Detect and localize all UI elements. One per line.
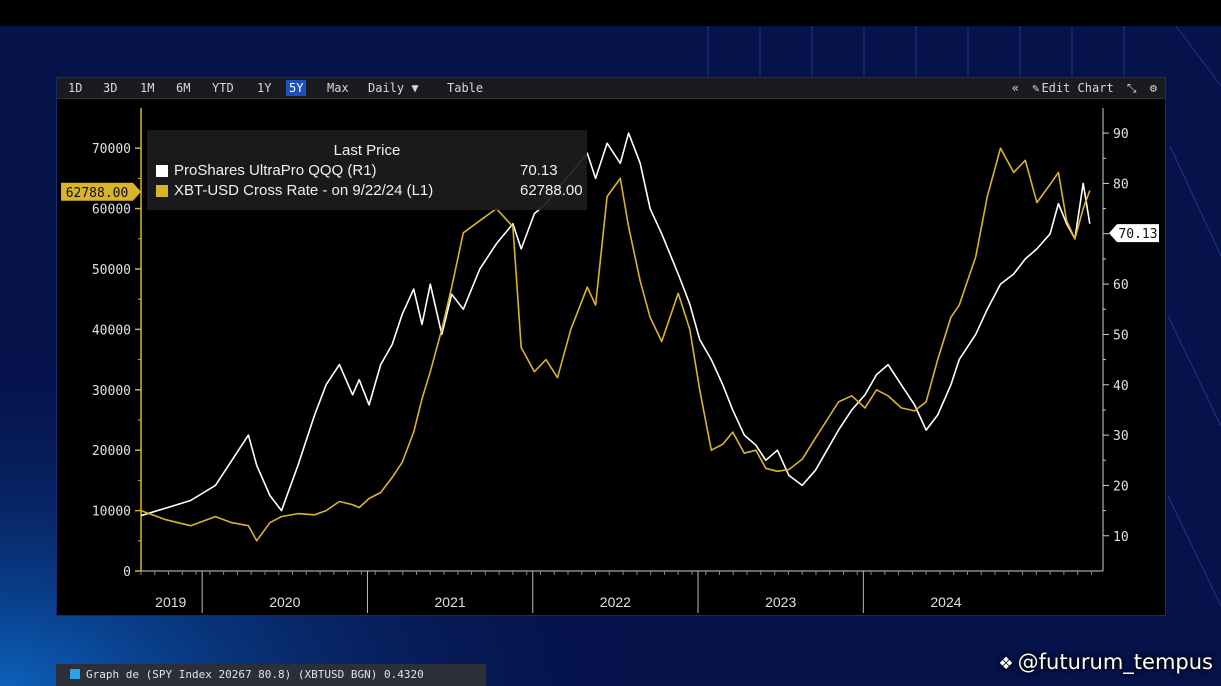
range-button-ytd[interactable]: YTD [212, 81, 234, 95]
frequency-dropdown[interactable]: Daily ▼ [368, 81, 419, 95]
watermark: ❖ @futurum_tempus [998, 648, 1213, 676]
right-tick-label-7: 80 [1113, 177, 1129, 192]
series-line-tqqq [140, 132, 1091, 517]
left-tick-label-3: 30000 [92, 384, 131, 399]
right-value-marker-label: 70.13 [1118, 227, 1157, 242]
legend-value-l1: 62788.00 [520, 182, 583, 199]
left-tick-label-2: 20000 [92, 444, 131, 459]
right-tick-label-1: 20 [1113, 479, 1129, 494]
range-button-6m[interactable]: 6M [176, 81, 191, 95]
left-tick-label-1: 10000 [92, 505, 131, 520]
right-value-marker [1109, 224, 1159, 243]
zoom-icon[interactable]: ⤡ [1126, 81, 1137, 95]
legend-name-l1: XBT-USD Cross Rate - on 9/22/24 (L1) [174, 182, 434, 199]
range-button-1d[interactable]: 1D [68, 81, 83, 95]
range-button-3d[interactable]: 3D [103, 81, 118, 95]
legend-name-r1: ProShares UltraPro QQQ (R1) [174, 162, 377, 179]
x-label-2019: 2019 [155, 594, 186, 610]
x-label-2023: 2023 [765, 594, 796, 610]
legend-value-r1: 70.13 [520, 162, 558, 179]
x-label-2021: 2021 [435, 594, 466, 610]
price-chart: 0 10000 20000 30000 40000 50000 60000 70000 10 20… [61, 108, 1159, 613]
legend-title: Last Price [333, 142, 401, 159]
range-button-5y[interactable]: 5Y [286, 80, 307, 96]
left-tick-label-4: 40000 [92, 323, 131, 338]
left-tick-label-5: 50000 [92, 263, 131, 278]
collapse-icon[interactable]: « [1011, 81, 1019, 95]
binance-logo-icon: ❖ [998, 654, 1014, 674]
legend-box: Last Price ProShares UltraPro QQQ (R1) 7… [147, 130, 587, 210]
left-value-marker-label: 62788.00 [66, 186, 129, 201]
edit-chart-button[interactable]: Edit Chart [1041, 81, 1114, 95]
left-value-marker-arrow [133, 182, 141, 201]
legend-swatch-r1 [156, 165, 168, 177]
right-tick-label-0: 10 [1113, 530, 1129, 545]
legend-row-l1: XBT-USD Cross Rate - on 9/22/24 (L1) 627… [156, 182, 583, 200]
chart-panel: 0 10000 20000 30000 40000 50000 60000 70000 10 20… [56, 77, 1166, 616]
bottom-panel-strip: Graph de (SPY Index 20267 80.8) (XBTUSD … [56, 664, 486, 686]
right-tick-label-8: 90 [1113, 127, 1129, 142]
right-tick-label-5: 60 [1113, 278, 1129, 293]
table-button[interactable]: Table [447, 81, 484, 95]
pencil-icon[interactable]: ✎ [1032, 81, 1040, 95]
range-button-1y[interactable]: 1Y [257, 81, 272, 95]
x-label-2022: 2022 [600, 594, 631, 610]
left-tick-label-0: 0 [123, 565, 131, 580]
left-tick-label-6: 60000 [92, 203, 131, 218]
x-label-2020: 2020 [269, 594, 300, 610]
range-button-max[interactable]: Max [327, 81, 349, 95]
x-label-2024: 2024 [930, 594, 961, 610]
watermark-text: @futurum_tempus [1017, 650, 1213, 674]
right-tick-label-4: 50 [1113, 328, 1129, 343]
right-tick-label-3: 40 [1113, 379, 1129, 394]
left-value-marker [61, 182, 133, 201]
right-tick-label-2: 30 [1113, 429, 1129, 444]
legend-swatch-l1 [156, 185, 168, 197]
range-button-1m[interactable]: 1M [140, 81, 155, 95]
legend-row-r1: ProShares UltraPro QQQ (R1) 70.13 [156, 162, 581, 180]
bottom-strip-text: Graph de (SPY Index 20267 80.8) (XBTUSD … [86, 668, 424, 681]
toolbar-right: « ✎ Edit Chart ⤡ ⚙ [1006, 80, 1157, 96]
series-line-xbt-usd [140, 147, 1091, 542]
chart-toolbar: 1D 3D 1M 6M YTD 1Y 5Y Max Daily ▼ Table … [57, 78, 1165, 99]
gear-icon[interactable]: ⚙ [1149, 81, 1157, 95]
top-black-bar [0, 0, 1221, 26]
strip-square-icon [70, 669, 80, 679]
left-tick-label-7: 70000 [92, 142, 131, 157]
